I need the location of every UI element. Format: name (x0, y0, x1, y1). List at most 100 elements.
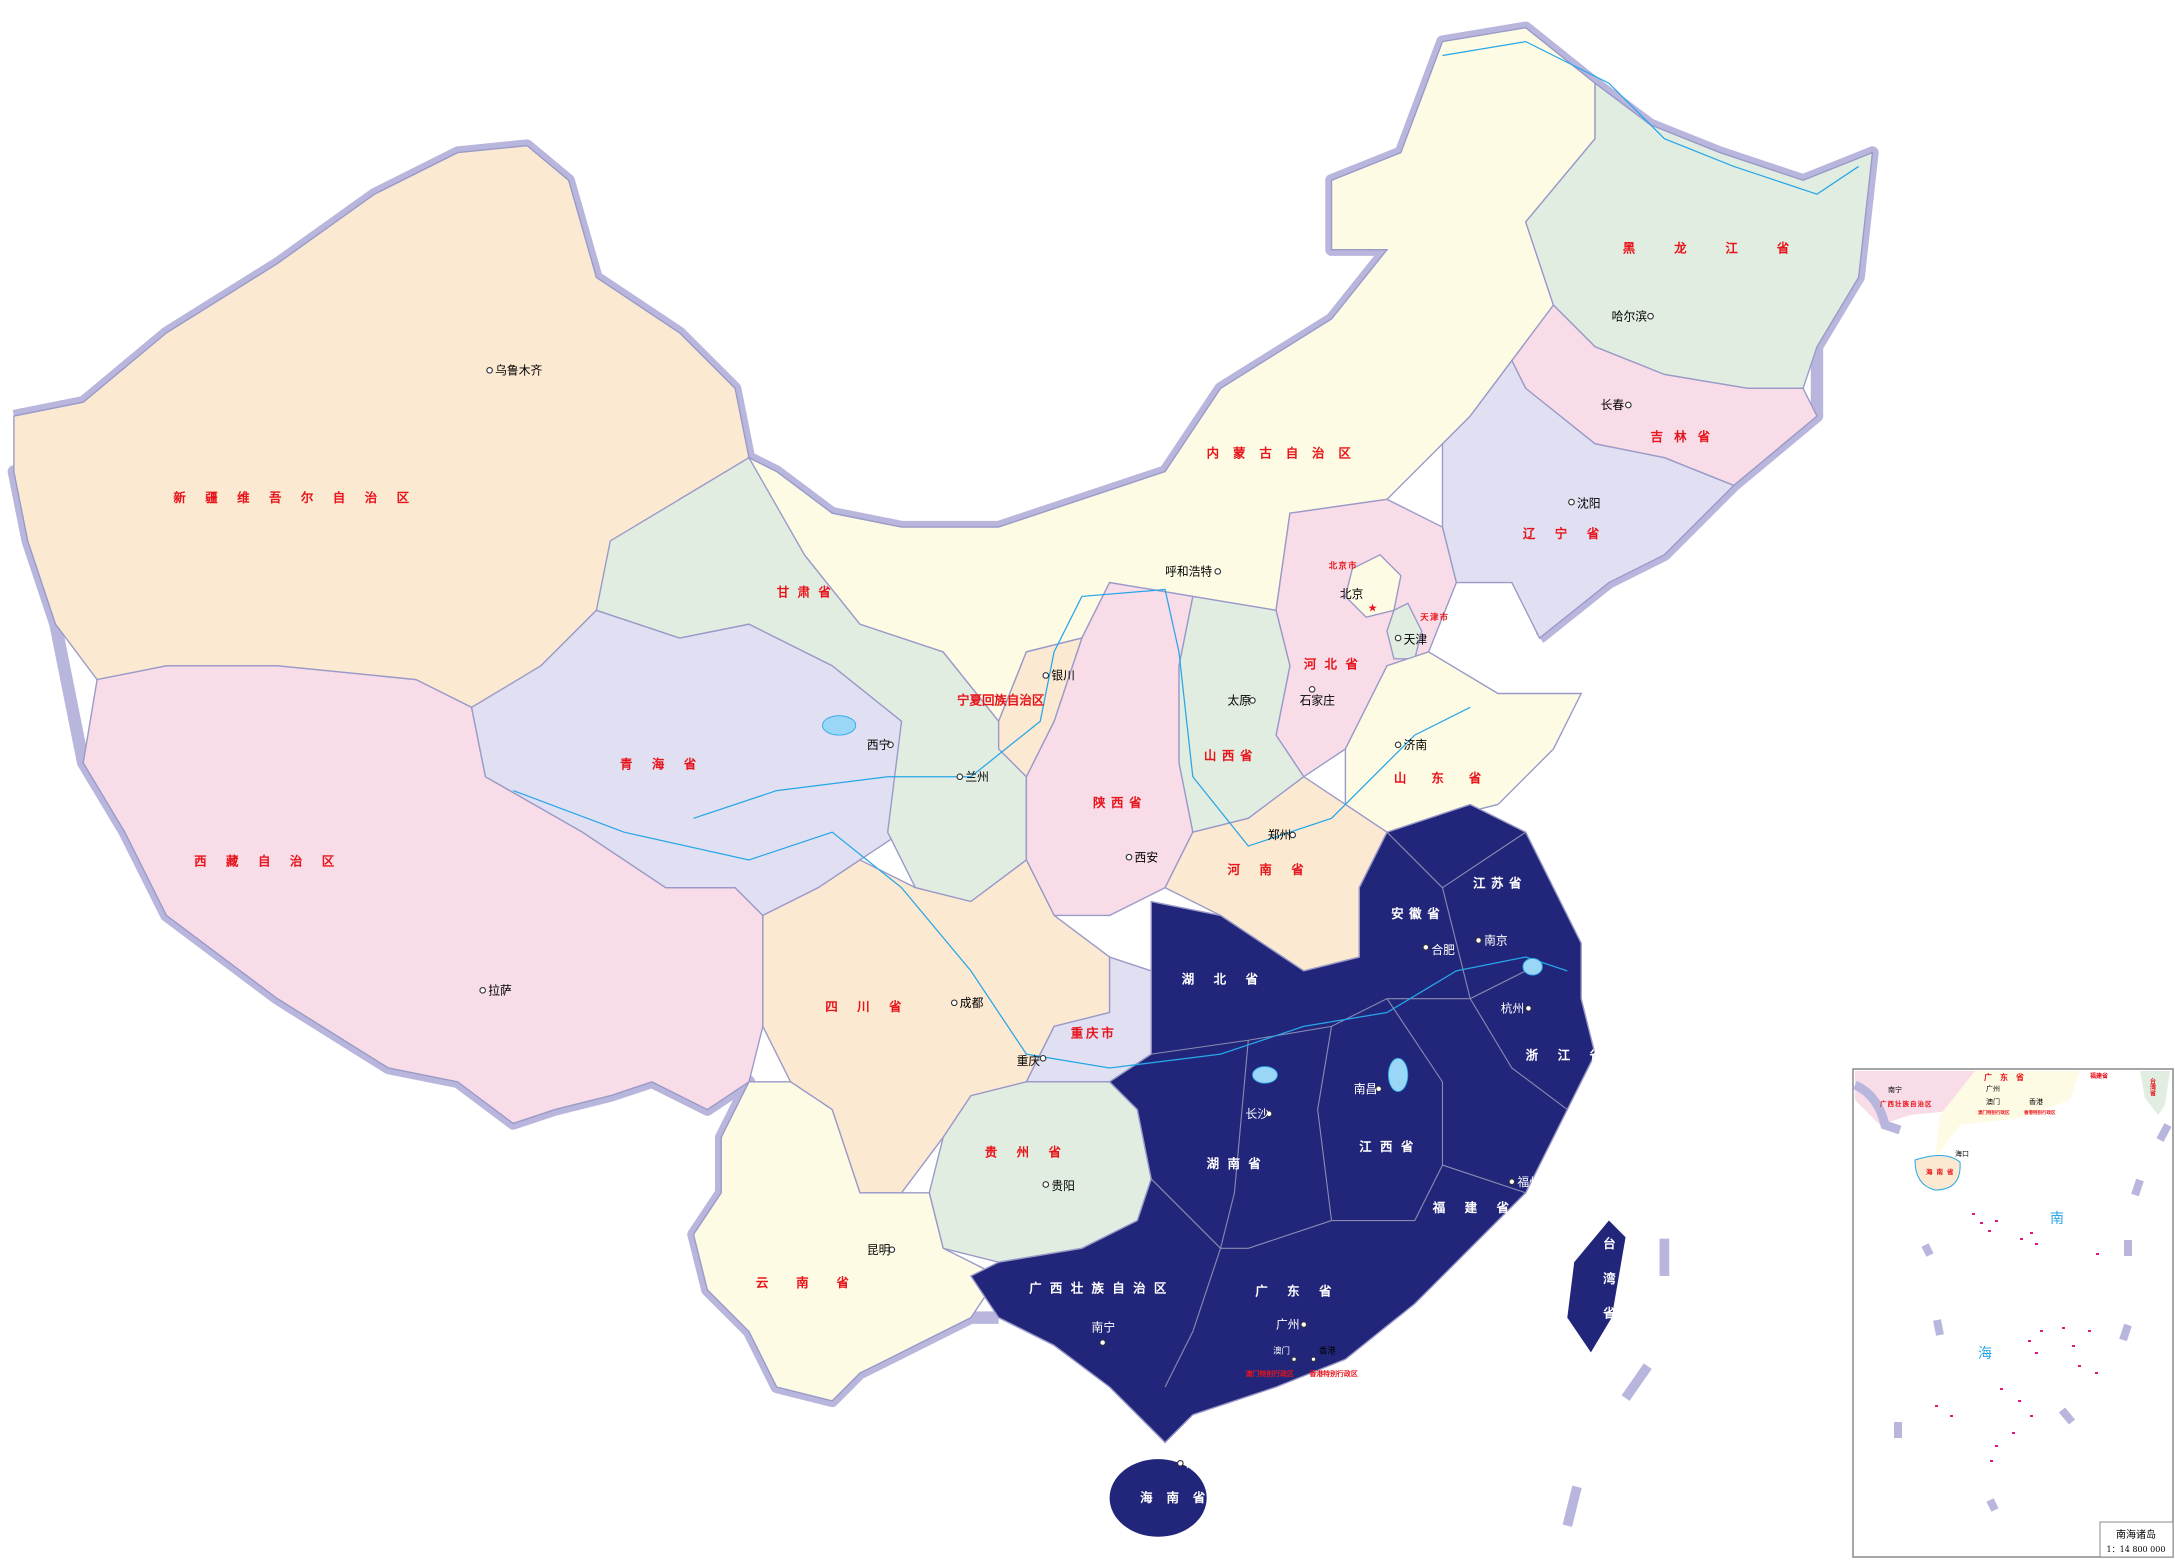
city-dot (1249, 697, 1256, 704)
city-chengdu: 成都 (960, 996, 984, 1010)
river-yellow (693, 588, 1471, 847)
city-hefei: 合肥 (1431, 943, 1455, 957)
city-hohhot: 呼和浩特 (1165, 565, 1212, 579)
city-nanchang: 南昌 (1354, 1082, 1378, 1096)
city-dot (1375, 1085, 1383, 1093)
inset-label-macau-sar: 澳门特别行政区 (1978, 1109, 2010, 1116)
city-haikou: 海口 (1186, 1456, 1210, 1470)
label-qinghai: 青海省 (620, 756, 716, 771)
inset-label-guangxi: 广西壮族自治区 (1880, 1099, 1933, 1108)
label-fujian: 福建省 (1432, 1200, 1529, 1215)
label-guangdong: 广东省 (1255, 1283, 1351, 1298)
city-xian: 西安 (1135, 850, 1159, 864)
city-dot (1042, 1181, 1050, 1188)
city-nanjing: 南京 (1484, 934, 1508, 948)
city-markers: 乌鲁木齐 拉萨 西宁 兰州 银川 呼和浩特 太原 石家庄 ★ 北京 天津 济南 郑… (479, 309, 1654, 1470)
inset-city-macau: 澳门 (1986, 1097, 2000, 1106)
label-macau: 澳门特别行政区 (1246, 1369, 1295, 1378)
city-dot (1099, 1339, 1106, 1346)
highlighted-internal-borders (1150, 831, 1568, 1388)
city-dot (1310, 1356, 1317, 1363)
label-guizhou: 贵州省 (985, 1145, 1081, 1160)
city-dot (486, 367, 493, 374)
label-xizang: 西藏自治区 (194, 853, 353, 868)
city-harbin: 哈尔滨 (1612, 309, 1648, 323)
city-dot (1422, 943, 1430, 951)
inset-hainan-region (1914, 1155, 1961, 1191)
inset-city-haikou: 海口 (1955, 1149, 1969, 1158)
city-dot (1308, 686, 1316, 693)
city-fuzhou: 福州 (1517, 1175, 1541, 1189)
label-hunan: 湖南省 (1207, 1156, 1269, 1171)
city-dot (1300, 1321, 1308, 1328)
city-dot (1394, 741, 1402, 749)
label-ningxia: 宁夏回族自治区 (957, 693, 1045, 708)
city-jinan: 济南 (1404, 738, 1428, 752)
city-lanzhou: 兰州 (965, 770, 989, 784)
city-dot (1289, 831, 1297, 839)
city-lhasa: 拉萨 (488, 983, 512, 997)
inset-city-nanning: 南宁 (1888, 1085, 1902, 1094)
inset-title: 南海诸岛 (2116, 1528, 2156, 1541)
region-liaoning (1441, 359, 1735, 640)
city-dot (1214, 568, 1222, 575)
city-dot (1125, 853, 1133, 861)
label-sichuan: 四川省 (825, 999, 921, 1014)
inset-label-fujian: 福建省 (2089, 1072, 2108, 1080)
inset-label-hongkong-sar: 香港特别行政区 (2023, 1109, 2056, 1116)
inset-label-guangdong: 广东省 (1984, 1072, 2032, 1082)
label-xinjiang: 新疆维吾尔自治区 (173, 490, 428, 505)
city-dot (1525, 1005, 1532, 1012)
region-yunnan (692, 1081, 1000, 1402)
city-dot (1394, 634, 1402, 642)
label-taiwan: 台湾省 (1601, 1236, 1616, 1341)
label-gansu: 甘肃省 (777, 584, 839, 599)
city-urumqi: 乌鲁木齐 (495, 363, 542, 377)
region-hainan (1109, 1459, 1207, 1537)
city-shenyang: 沈阳 (1577, 497, 1601, 511)
inset-legend-box (2099, 1521, 2174, 1558)
lake-taihu (1522, 958, 1543, 976)
city-macau: 澳门 (1273, 1346, 1290, 1356)
lake-poyang (1387, 1057, 1409, 1092)
region-southeast-highlighted (969, 803, 1596, 1444)
city-dot (1265, 1110, 1273, 1118)
label-shaanxi: 陕西省 (1093, 795, 1147, 810)
city-dot (1625, 401, 1632, 409)
city-dot (887, 741, 894, 749)
region-shandong (1344, 651, 1583, 833)
south-china-sea-inset: 广东省 福建省 台湾省 广西壮族自治区 海南省 南宁 广州 澳门 香港 澳门特别… (1852, 1068, 2174, 1558)
inset-scale: 1：14 800 000 (2107, 1545, 2166, 1554)
city-zhengzhou: 郑州 (1268, 828, 1292, 842)
city-hongkong: 香港 (1319, 1346, 1336, 1356)
label-jiangsu: 江苏省 (1473, 876, 1527, 891)
lake-dongting (1252, 1066, 1278, 1084)
label-guangxi: 广西壮族自治区 (1029, 1281, 1175, 1296)
city-dot (1177, 1459, 1184, 1467)
city-dot (950, 999, 958, 1007)
label-tianjin: 天津市 (1420, 612, 1449, 622)
label-jiangxi: 江西省 (1359, 1139, 1421, 1154)
label-shandong: 山东省 (1394, 770, 1506, 785)
city-dot (1042, 672, 1050, 679)
river-heilong (1442, 40, 1859, 195)
label-hebei: 河北省 (1304, 657, 1366, 672)
label-henan: 河南省 (1227, 862, 1323, 877)
city-dot (956, 773, 964, 781)
label-hubei: 湖北省 (1182, 971, 1278, 986)
region-ningxia (997, 637, 1083, 778)
mainland-map: 新疆维吾尔自治区 西藏自治区 青海省 甘肃省 内蒙古自治区 黑龙江省 吉林省 辽… (7, 21, 1879, 1537)
city-tianjin: 天津 (1404, 633, 1428, 647)
city-dot (1647, 312, 1654, 320)
city-nanning: 南宁 (1092, 1321, 1116, 1335)
inset-label-hainan: 海南省 (1926, 1167, 1958, 1176)
city-yinchuan: 银川 (1051, 669, 1075, 683)
label-shanxi: 山西省 (1204, 748, 1258, 763)
inset-boundary-marks (1894, 1123, 2172, 1512)
city-guiyang: 贵阳 (1051, 1179, 1075, 1193)
inset-taiwan-region (2140, 1071, 2170, 1115)
city-changsha: 长沙 (1246, 1107, 1270, 1121)
city-dot (479, 986, 487, 994)
city-shijiazhuang: 石家庄 (1300, 694, 1336, 708)
